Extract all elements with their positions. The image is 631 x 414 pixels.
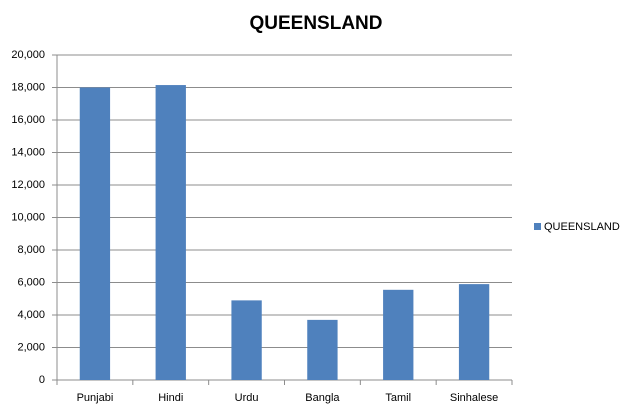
y-tick-label: 10,000 <box>11 211 45 223</box>
y-tick-label: 16,000 <box>11 114 45 126</box>
y-tick-label: 2,000 <box>17 341 45 353</box>
bar <box>307 319 338 380</box>
y-tick-label: 14,000 <box>11 146 45 158</box>
y-tick-label: 0 <box>39 374 45 386</box>
y-tick-label: 18,000 <box>11 81 45 93</box>
y-tick-label: 6,000 <box>17 276 45 288</box>
x-tick-label: Punjabi <box>77 392 114 404</box>
bar <box>155 85 186 380</box>
bar <box>458 284 490 380</box>
y-tick-label: 4,000 <box>17 309 45 321</box>
x-tick-label: Hindi <box>158 392 183 404</box>
legend-label: QUEENSLAND <box>544 221 620 233</box>
y-tick-label: 12,000 <box>11 179 45 191</box>
x-tick-label: Sinhalese <box>450 392 498 404</box>
bar <box>231 300 262 380</box>
x-tick-label: Urdu <box>235 392 259 404</box>
bar <box>383 289 414 380</box>
chart-title: QUEENSLAND <box>249 13 382 34</box>
y-tick-label: 8,000 <box>17 244 45 256</box>
x-tick-label: Bangla <box>305 392 340 404</box>
legend-swatch <box>534 223 541 230</box>
x-tick-label: Tamil <box>385 392 411 404</box>
y-tick-label: 20,000 <box>11 49 45 61</box>
bar <box>79 87 111 380</box>
